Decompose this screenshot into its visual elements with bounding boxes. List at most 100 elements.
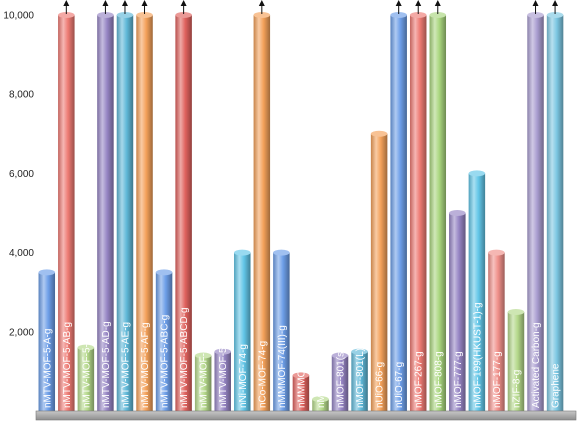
bar-27: Graphene [546, 0, 564, 411]
bar-cap [312, 396, 329, 403]
bar-11: nNi-MOF-74-g [234, 249, 251, 411]
bar-8: nMTV-MOF-5-ABCD-g [175, 0, 192, 411]
category-label: nMTV-MOF-5-A-g [42, 329, 53, 408]
bar-22: nMOF-777-g [449, 210, 466, 411]
category-label: nMTV-MOF-5-ABCDEF-g [218, 295, 229, 408]
bar-cap [409, 12, 427, 18]
bar-body [429, 15, 447, 411]
category-label: nMOF-177-g [492, 351, 503, 408]
bar-21: nMOF-808-g [429, 0, 447, 411]
bar-cap [253, 12, 271, 18]
bar-12: nCo-MOF-74-g [253, 0, 271, 411]
bar-cap [527, 12, 544, 18]
overflow-arrow-icon [180, 0, 187, 14]
category-label: Graphene [551, 363, 562, 408]
bar-2: nMTV-MOF-5-AB-g [58, 0, 75, 411]
bar-body [97, 15, 114, 411]
category-label: nMMMOF-74(III)-g [277, 325, 288, 408]
bar-19: nUiO-67-g [390, 0, 407, 411]
category-label: nMTV-MOF-5-AE-g [120, 322, 131, 408]
bar-body [527, 15, 544, 411]
bar-cap [468, 170, 486, 177]
bar-cap [370, 130, 388, 137]
bar-cap [136, 12, 153, 18]
category-label: nMOF-267-g [414, 351, 425, 408]
category-label: nMMMOF-74(VII)-g [316, 321, 327, 408]
category-label: nMTV-MOF-5-AD-g [101, 321, 112, 408]
category-label: nMTV-MOF-5-ABC-g [160, 315, 171, 408]
category-label: nUiO-67-g [394, 362, 405, 408]
bar-cap [234, 249, 251, 256]
bar-body [507, 312, 525, 411]
bar-cap [390, 12, 407, 18]
category-label: nMOF-801(s)-g [336, 340, 347, 408]
category-label: nUiO-66-g [375, 362, 386, 408]
overflow-arrow-icon [141, 0, 148, 14]
category-label: Activated Carbon-g [531, 322, 542, 408]
bar-cap [97, 12, 114, 18]
bar-10: nMTV-MOF-5-ABCDEF-g [214, 295, 231, 411]
y-tick-label: 2,000 [9, 327, 34, 338]
overflow-arrow-icon [532, 0, 539, 14]
y-tick-label: 8,000 [9, 90, 34, 101]
bar-body [58, 15, 75, 411]
bar-9: nMTV-MOF-5-ABCDE-g [194, 301, 212, 411]
overflow-arrow-icon [102, 0, 109, 14]
chart-floor [35, 410, 577, 421]
bar-body [488, 252, 505, 411]
bar-body [136, 15, 153, 411]
bar-cap [155, 269, 173, 276]
category-label: nMTV-MOF-5-ABCD-g [179, 307, 190, 408]
bar-cap [175, 12, 192, 18]
overflow-arrow-icon [415, 0, 422, 14]
bar-cap [77, 344, 95, 351]
bar-cap [507, 309, 525, 315]
bar-cap [194, 352, 212, 359]
category-label: nMTV-MOF-5-AC-g [81, 321, 92, 408]
bar-1: nMTV-MOF-5-A-g [38, 269, 56, 411]
bar-cap [58, 12, 75, 18]
bar-body [214, 351, 231, 411]
bar-4: nMTV-MOF-5-AD-g [97, 0, 114, 411]
bar-body [155, 272, 173, 411]
bar-body [194, 355, 212, 411]
bar-cap [351, 348, 368, 355]
overflow-arrow-icon [63, 0, 70, 14]
bar-body [468, 173, 486, 411]
category-label: nNi-MOF-74-g [238, 344, 249, 408]
bar-cap [273, 249, 290, 256]
bar-25: nZIF-8-g [507, 309, 525, 411]
bar-cap [449, 210, 466, 216]
bar-23: nMOF-199(HKUST-1)-g [468, 170, 486, 411]
bar-cap [429, 12, 447, 18]
bar-body [175, 15, 192, 411]
category-label: nCo-MOF-74-g [257, 341, 268, 408]
bar-body [273, 252, 290, 411]
bar-body [312, 399, 329, 411]
bar-17: nMOF-801(L)-g [351, 339, 368, 411]
overflow-arrow-icon [434, 0, 441, 14]
bar-body [77, 347, 95, 411]
bar-body [390, 15, 407, 411]
bar-body [292, 375, 310, 411]
category-label: nMTV-MOF-5-ABCDE-g [199, 301, 210, 408]
category-label: nMOF-199(HKUST-1)-g [472, 302, 483, 408]
category-label: nMTV-MOF-5-AF-g [140, 322, 151, 408]
bar-body [116, 15, 134, 411]
overflow-arrow-icon [395, 0, 402, 14]
y-tick-label: 4,000 [9, 248, 34, 259]
bar-body [38, 272, 56, 411]
category-label: nMOF-808-g [433, 351, 444, 408]
bar-body [546, 15, 564, 411]
bar-cap [116, 12, 134, 18]
bar-5: nMTV-MOF-5-AE-g [116, 0, 134, 411]
bar-cap [38, 269, 56, 276]
y-tick-label: 10,000 [3, 11, 34, 22]
bar-body [351, 351, 368, 411]
overflow-arrow-icon [258, 0, 265, 14]
bar-15: nMMMOF-74(VII)-g [312, 321, 329, 411]
bar-body [409, 15, 427, 411]
category-label: nMOF-801(L)-g [355, 339, 366, 408]
bar-13: nMMMOF-74(III)-g [273, 249, 290, 411]
overflow-arrow-icon [121, 0, 128, 14]
